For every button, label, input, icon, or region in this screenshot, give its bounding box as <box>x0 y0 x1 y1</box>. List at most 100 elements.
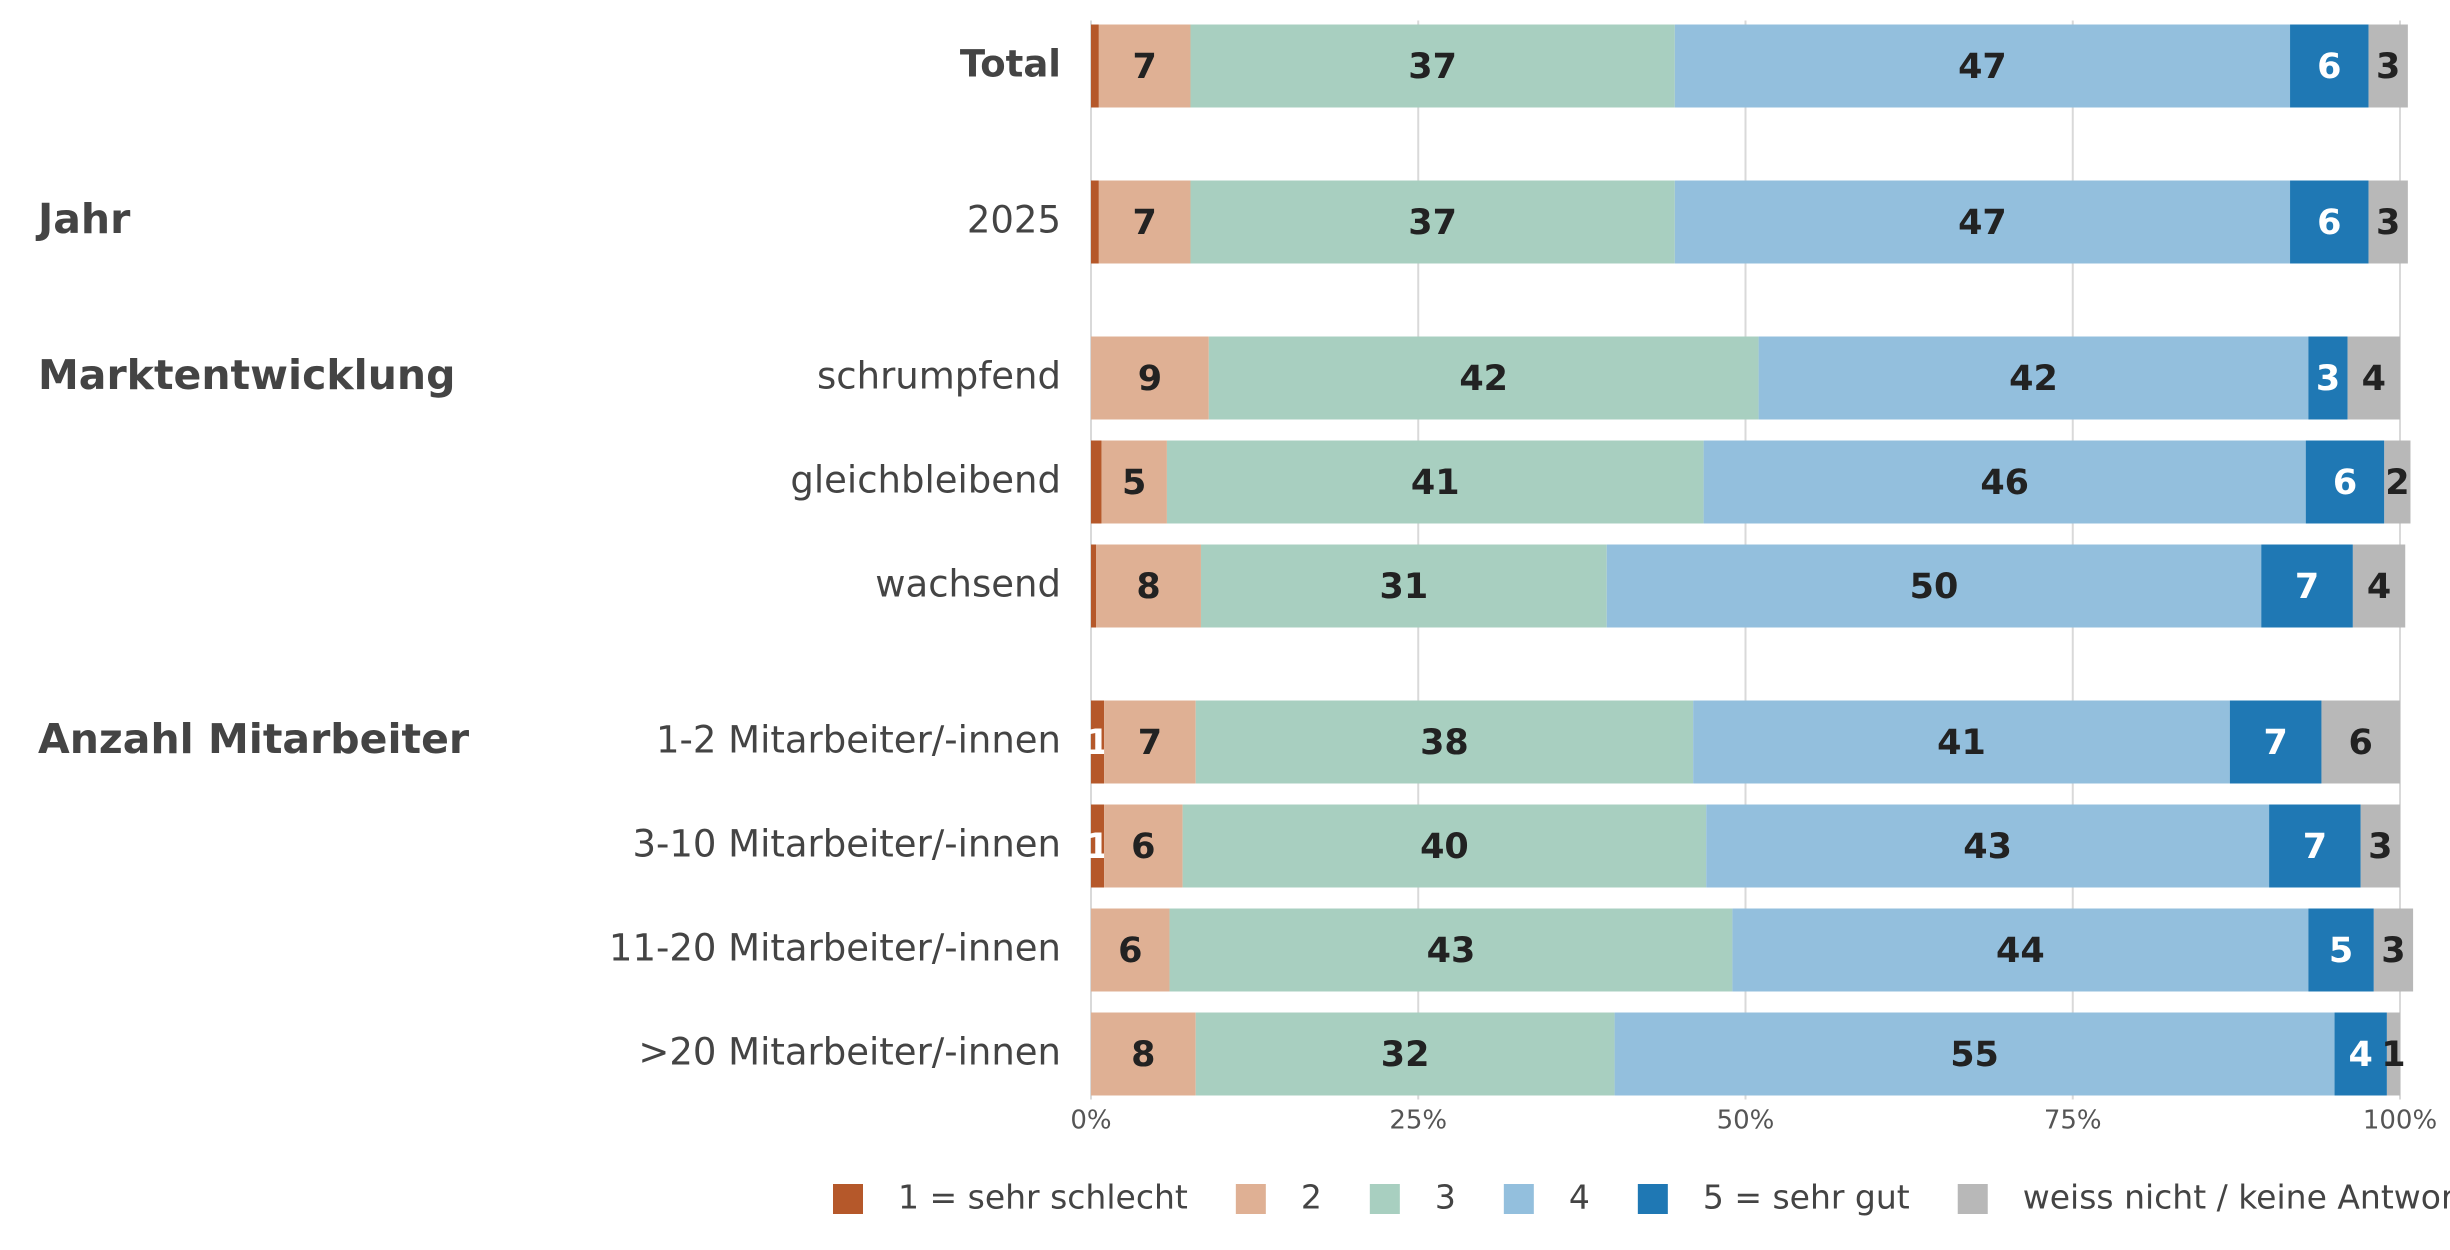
bar-segment <box>2352 544 2406 628</box>
value-label: 3 <box>2376 203 2400 243</box>
value-label: 50 <box>1910 567 1959 607</box>
bar-segment <box>2384 440 2411 524</box>
value-label: 4 <box>2362 359 2386 399</box>
value-label: 6 <box>1118 931 1142 971</box>
bar-segment <box>2334 1012 2387 1096</box>
value-label: 5 <box>2329 931 2353 971</box>
value-label: 40 <box>1420 827 1469 867</box>
category-label: Total <box>960 43 1061 86</box>
value-label: 43 <box>1427 931 1476 971</box>
bar-segment <box>1190 180 1675 264</box>
x-tick-label: 50% <box>1717 1106 1775 1136</box>
bar-segment <box>1182 804 1707 888</box>
bar-segment <box>1091 24 1099 108</box>
value-label: 7 <box>1132 47 1156 87</box>
bar-segment <box>2269 804 2361 888</box>
bar-segment <box>1091 544 1097 628</box>
category-label: schrumpfend <box>817 355 1061 398</box>
value-label: 37 <box>1408 203 1457 243</box>
x-tick-label: 0% <box>1070 1106 1111 1136</box>
value-label: 55 <box>1950 1035 1999 1075</box>
bar-segment <box>1091 1012 1196 1096</box>
bar-segment <box>1706 804 2270 888</box>
bar-segment <box>1104 700 1196 784</box>
value-label: 47 <box>1958 47 2007 87</box>
bar-segment <box>1674 24 2291 108</box>
bar-segment <box>2321 700 2400 784</box>
value-label: 3 <box>2316 359 2340 399</box>
bar-segment <box>2290 180 2369 264</box>
bar-segment <box>1091 804 1105 888</box>
value-label: 38 <box>1420 723 1469 763</box>
bar-segment <box>1091 700 1105 784</box>
bar-segment <box>2261 544 2353 628</box>
bar-segment <box>1195 1012 1615 1096</box>
bar-segment <box>2368 24 2408 108</box>
legend-label: 1 = sehr schlecht <box>898 1178 1188 1217</box>
bar-segment <box>2290 24 2369 108</box>
category-label: wachsend <box>875 563 1061 606</box>
bar-segment <box>1169 908 1733 992</box>
category-label: >20 Mitarbeiter/-innen <box>638 1031 1061 1074</box>
value-label: 7 <box>1138 723 1162 763</box>
value-label: 4 <box>2349 1035 2373 1075</box>
bar-segment <box>1091 336 1209 420</box>
bar-segment <box>2229 700 2322 784</box>
legend-swatch <box>833 1184 863 1214</box>
bar-segment <box>1091 908 1170 992</box>
value-label: 42 <box>2009 359 2058 399</box>
bar-segment <box>1208 336 1759 420</box>
category-label: 1-2 Mitarbeiter/-innen <box>656 719 1061 762</box>
value-label: 7 <box>2263 723 2287 763</box>
value-label: 41 <box>1411 463 1460 503</box>
bar-segment <box>2386 1012 2400 1096</box>
value-label: 41 <box>1937 723 1986 763</box>
value-label: 1 <box>2381 1035 2405 1075</box>
category-label: gleichbleibend <box>790 459 1061 502</box>
legend-swatch <box>1235 1184 1266 1214</box>
category-label: 3-10 Mitarbeiter/-innen <box>632 823 1061 866</box>
bar-segment <box>1190 24 1675 108</box>
legend-swatch <box>1503 1184 1534 1214</box>
value-label: 47 <box>1958 203 2007 243</box>
value-label: 7 <box>2303 827 2327 867</box>
legend-label: 2 <box>1301 1178 1322 1217</box>
value-label: 6 <box>2317 203 2341 243</box>
value-label: 4 <box>2367 567 2391 607</box>
value-label: 8 <box>1136 567 1160 607</box>
value-label: 3 <box>2368 827 2392 867</box>
bar-segment <box>2308 908 2374 992</box>
group-label: Jahr <box>35 195 131 243</box>
bar-segment <box>1091 440 1102 524</box>
bar-segment <box>2308 336 2348 420</box>
value-label: 5 <box>1122 463 1146 503</box>
value-label: 7 <box>1132 203 1156 243</box>
value-label: 32 <box>1381 1035 1430 1075</box>
bar-segment <box>2305 440 2385 524</box>
value-label: 43 <box>1963 827 2012 867</box>
bar-segment <box>1614 1012 2335 1096</box>
legend-swatch <box>1637 1184 1668 1214</box>
legend-label: 3 <box>1435 1178 1456 1217</box>
legend-label: 5 = sehr gut <box>1703 1178 1910 1217</box>
bar-segment <box>1098 180 1191 264</box>
bar-segment <box>2373 908 2414 992</box>
value-label: 6 <box>2349 723 2373 763</box>
group-label: Anzahl Mitarbeiter <box>38 715 470 763</box>
legend-swatch <box>1369 1184 1400 1214</box>
bar-segment <box>1091 180 1099 264</box>
bar-segment <box>1674 180 2291 264</box>
bar-segment <box>1096 544 1201 628</box>
bar-segment <box>1166 440 1704 524</box>
value-label: 2 <box>2385 463 2409 503</box>
value-label: 7 <box>2295 567 2319 607</box>
legend-label: 4 <box>1569 1178 1590 1217</box>
value-label: 31 <box>1379 567 1428 607</box>
value-label: 8 <box>1131 1035 1155 1075</box>
bar-segment <box>1693 700 2230 784</box>
bar-segment <box>1758 336 2309 420</box>
x-tick-label: 75% <box>2044 1106 2102 1136</box>
value-label: 3 <box>2381 931 2405 971</box>
bar-segment <box>2360 804 2400 888</box>
bar-segment <box>1104 804 1183 888</box>
